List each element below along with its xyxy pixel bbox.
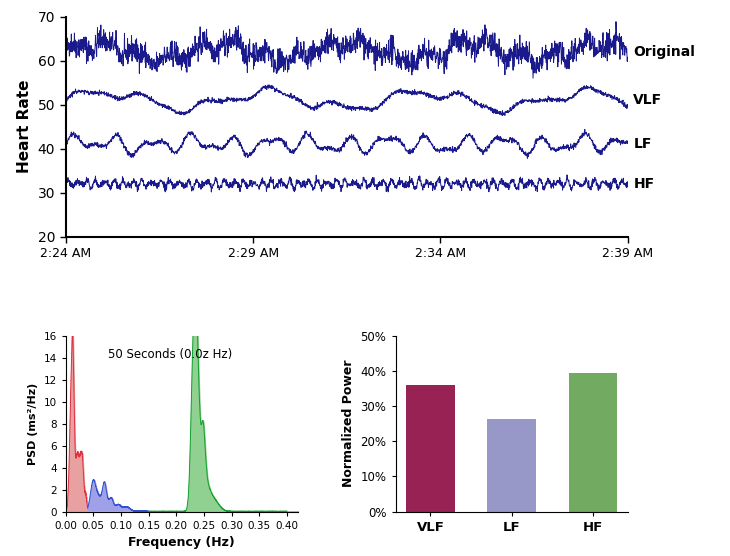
Bar bbox=[569, 373, 618, 512]
Y-axis label: Heart Rate: Heart Rate bbox=[17, 80, 32, 173]
X-axis label: Frequency (Hz): Frequency (Hz) bbox=[128, 536, 235, 549]
Text: LF: LF bbox=[634, 137, 652, 151]
Bar bbox=[406, 385, 455, 512]
Text: HF: HF bbox=[634, 177, 655, 191]
Text: 50 Seconds (0.0z Hz): 50 Seconds (0.0z Hz) bbox=[107, 348, 231, 361]
Text: VLF: VLF bbox=[634, 93, 663, 107]
Text: Original: Original bbox=[634, 45, 695, 59]
Y-axis label: Normalized Power: Normalized Power bbox=[342, 360, 355, 487]
Y-axis label: PSD (ms²/Hz): PSD (ms²/Hz) bbox=[28, 383, 38, 465]
Bar bbox=[488, 419, 536, 512]
